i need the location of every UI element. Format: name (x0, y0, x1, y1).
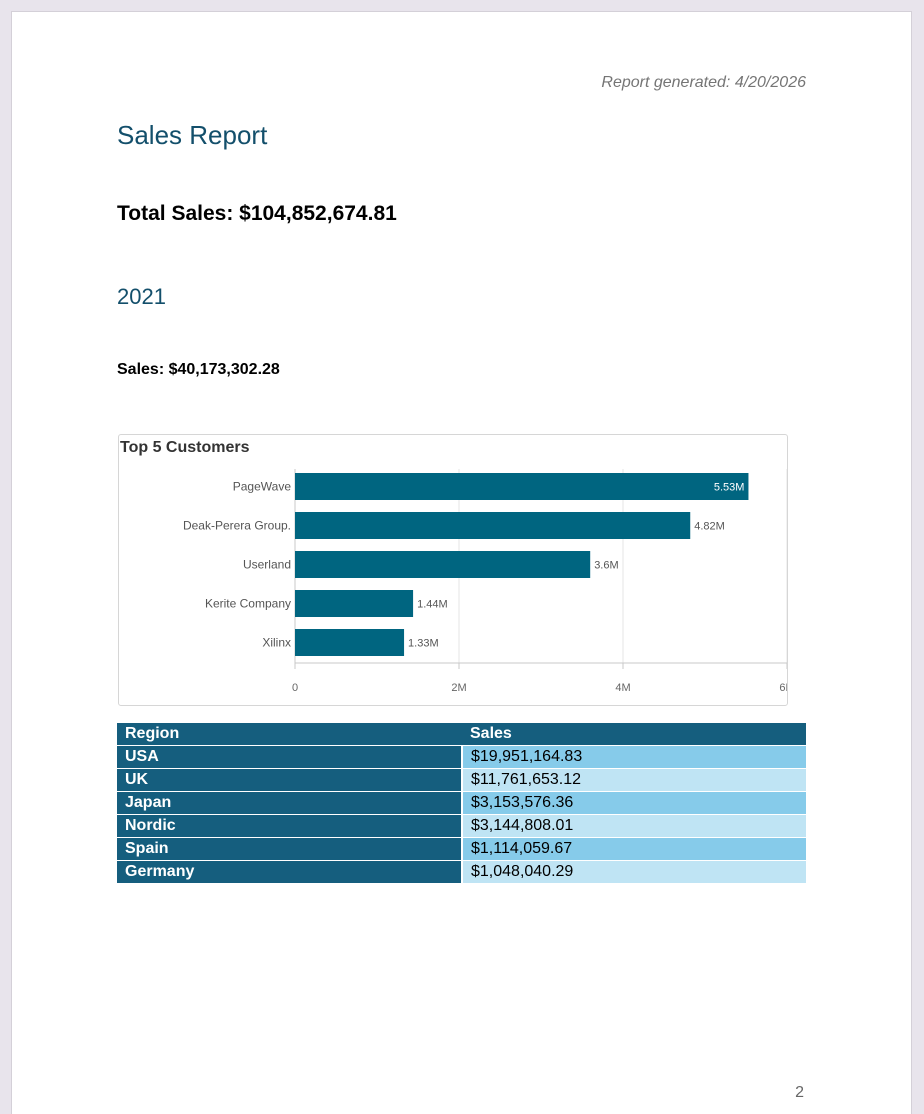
region-cell: USA (117, 745, 463, 769)
table-row: Spain $1,114,059.67 (117, 837, 806, 861)
data-label: 1.44M (417, 599, 448, 611)
sales-cell: $3,153,576.36 (462, 791, 806, 815)
bar (295, 629, 405, 656)
category-label: Xilinx (262, 636, 291, 650)
table-row: USA $19,951,164.83 (117, 745, 806, 769)
x-tick-label: 4M (615, 682, 630, 694)
table-row: Germany $1,048,040.29 (117, 860, 806, 884)
region-cell: UK (117, 768, 463, 792)
category-label: Deak-Perera Group. (183, 519, 291, 533)
sales-cell: $1,048,040.29 (462, 860, 806, 884)
region-cell: Nordic (117, 814, 463, 838)
header-sales: Sales (462, 723, 806, 746)
bar (295, 551, 591, 578)
x-tick-label: 2M (451, 682, 466, 694)
table-row: Japan $3,153,576.36 (117, 791, 806, 815)
chart-title: Top 5 Customers (120, 439, 250, 456)
top-customers-chart: Top 5 Customers 0 2M 4M 6M PageWave 5.53M Deak… (118, 434, 788, 706)
category-label: PageWave (233, 480, 292, 494)
x-tick-label: 6M (779, 682, 787, 694)
table-row: Nordic $3,144,808.01 (117, 814, 806, 838)
bar (295, 512, 691, 539)
bar (295, 473, 749, 500)
data-label: 3.6M (594, 560, 618, 572)
bar-chart-svg: Top 5 Customers 0 2M 4M 6M PageWave 5.53M Deak… (120, 439, 787, 694)
category-label: Userland (243, 558, 291, 572)
sales-cell: $11,761,653.12 (462, 768, 806, 792)
region-cell: Japan (117, 791, 463, 815)
sales-cell: $1,114,059.67 (462, 837, 806, 861)
data-label: 1.33M (408, 638, 439, 650)
total-sales: Total Sales: $104,852,674.81 (117, 202, 397, 225)
region-sales-table: Region Sales USA $19,951,164.83 UK $11,7… (117, 723, 806, 884)
category-label: Kerite Company (205, 597, 291, 611)
header-region: Region (117, 723, 462, 746)
table-row: UK $11,761,653.12 (117, 768, 806, 792)
region-cell: Germany (117, 860, 463, 884)
report-generated-date: Report generated: 4/20/2026 (601, 74, 806, 91)
year-sales: Sales: $40,173,302.28 (117, 361, 280, 378)
page-number: 2 (795, 1084, 804, 1101)
report-title: Sales Report (117, 120, 268, 150)
data-label: 4.82M (694, 521, 725, 533)
x-tick-label: 0 (292, 682, 298, 694)
year-heading: 2021 (117, 284, 166, 309)
report-page: Report generated: 4/20/2026 Sales Report… (11, 11, 912, 1114)
sales-cell: $3,144,808.01 (462, 814, 806, 838)
table-header-row: Region Sales (117, 723, 806, 746)
data-label: 5.53M (714, 482, 745, 494)
bar (295, 590, 414, 617)
region-cell: Spain (117, 837, 463, 861)
sales-cell: $19,951,164.83 (462, 745, 806, 769)
